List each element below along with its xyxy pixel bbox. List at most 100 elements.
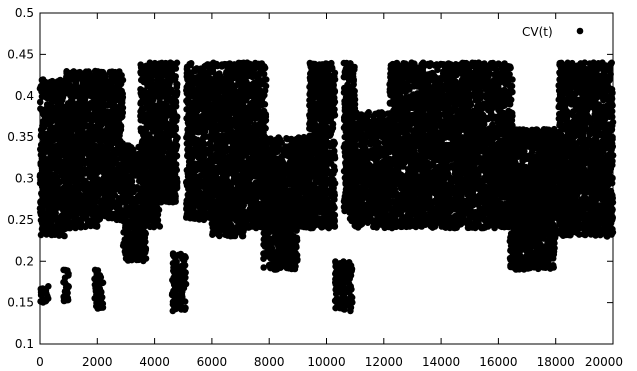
data-point (88, 171, 95, 179)
data-point (75, 141, 82, 148)
data-point (223, 113, 230, 121)
data-point (50, 223, 58, 231)
data-point (48, 117, 56, 124)
data-point (40, 215, 48, 223)
data-point (142, 229, 149, 237)
data-point (79, 151, 86, 158)
data-point (37, 208, 44, 216)
data-point (170, 288, 177, 296)
data-point (60, 278, 67, 286)
data-point (85, 158, 93, 165)
data-point (140, 191, 148, 199)
data-point (123, 218, 131, 226)
data-point (45, 186, 53, 193)
data-point (57, 103, 64, 111)
data-point (213, 60, 220, 68)
data-point (38, 171, 46, 179)
data-point (209, 136, 216, 143)
data-point (94, 176, 102, 183)
data-point (36, 98, 44, 106)
data-point (105, 174, 113, 182)
data-point (141, 131, 149, 138)
data-point (81, 113, 88, 121)
data-point (158, 161, 166, 169)
data-point (172, 181, 180, 189)
data-point (198, 82, 206, 90)
data-point (230, 172, 238, 179)
data-point (38, 297, 46, 305)
data-point (123, 212, 131, 219)
data-point (59, 94, 67, 101)
data-point (183, 210, 191, 218)
data-point (139, 246, 146, 254)
data-point (38, 155, 46, 163)
data-point (168, 110, 175, 118)
data-point (75, 186, 82, 194)
data-point (142, 211, 149, 218)
data-point (97, 112, 104, 120)
data-point (144, 104, 152, 111)
data-point (215, 87, 223, 95)
data-point (172, 254, 179, 262)
data-point (39, 285, 46, 292)
data-point (100, 180, 107, 187)
data-point (190, 180, 198, 187)
data-point (141, 220, 149, 227)
data-point (229, 68, 236, 76)
data-point (158, 195, 165, 203)
data-point (62, 117, 70, 124)
data-point (218, 78, 225, 85)
data-point (38, 183, 46, 191)
data-point (108, 68, 116, 75)
data-point (91, 266, 99, 274)
data-point (64, 189, 71, 197)
data-point (116, 72, 123, 79)
data-point (58, 152, 65, 159)
data-point (47, 86, 55, 93)
data-points (36, 59, 617, 315)
data-point (161, 100, 169, 107)
data-point (51, 94, 58, 101)
data-point (88, 103, 95, 110)
data-point (99, 279, 107, 287)
data-point (163, 70, 171, 78)
data-point (155, 178, 162, 185)
data-point (71, 192, 79, 199)
data-point (142, 62, 150, 70)
data-point (102, 89, 110, 97)
data-point (81, 87, 89, 95)
data-point (97, 120, 105, 127)
data-point (173, 277, 181, 285)
data-point (130, 214, 138, 221)
data-point (145, 70, 152, 77)
data-point (169, 150, 177, 157)
data-point (138, 111, 145, 118)
data-point (37, 146, 45, 154)
data-point (40, 226, 48, 233)
data-point (125, 196, 132, 204)
data-point (112, 166, 119, 174)
data-point (189, 167, 197, 174)
data-point (77, 127, 84, 135)
data-point (209, 203, 216, 210)
data-point (42, 78, 49, 86)
data-point (200, 171, 208, 178)
data-point (182, 254, 189, 261)
data-point (203, 200, 210, 207)
data-point (186, 133, 193, 141)
data-point (227, 124, 234, 131)
data-point (219, 201, 227, 209)
data-point (155, 120, 163, 128)
data-point (133, 251, 141, 259)
data-point (216, 70, 223, 77)
data-point (186, 195, 194, 202)
data-point (185, 80, 192, 88)
data-point (150, 202, 158, 209)
data-point (162, 132, 169, 140)
data-point (118, 96, 126, 103)
data-point (156, 184, 164, 192)
data-point (37, 200, 45, 207)
data-point (198, 207, 206, 214)
data-point (39, 118, 47, 126)
data-point (193, 125, 201, 132)
